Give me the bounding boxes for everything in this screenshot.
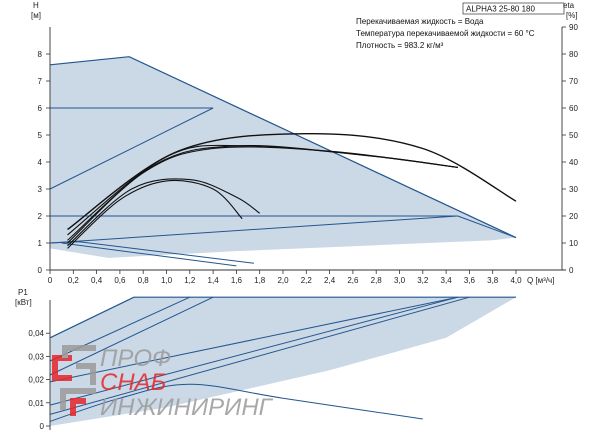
head-envelope-line (49, 215, 458, 244)
eta-tick-label: 0 (569, 266, 574, 275)
eta-tick-label: 90 (569, 23, 578, 32)
head-envelope-line (49, 241, 254, 264)
head-curves (67, 132, 517, 249)
q-tick-label: 2,8 (371, 276, 383, 285)
eta-tick-label: 10 (569, 239, 578, 248)
q-tick-label: 1,0 (161, 276, 173, 285)
h-tick-label: 3 (38, 185, 43, 194)
power-envelope-line (49, 296, 470, 415)
eta-tick-label: 80 (569, 50, 578, 59)
power-envelope-line (49, 296, 458, 383)
watermark-line3: ИНЖИНИРИНГ (100, 394, 274, 421)
q-tick-label: 3,8 (487, 276, 499, 285)
q-tick-label: 4,0 (510, 276, 522, 285)
p1-tick-label: 0,04 (28, 329, 44, 338)
head-envelope-area (50, 56, 516, 258)
q-tick-label: 2,6 (347, 276, 359, 285)
power-envelope-line (49, 296, 516, 339)
info-temperature: Температура перекачиваемой жидкости = 60… (356, 29, 535, 38)
head-curve (67, 179, 243, 249)
h-tick-label: 2 (38, 212, 43, 221)
h-axis-title: H (33, 1, 39, 10)
h-tick-label: 1 (38, 239, 43, 248)
watermark-line1: ПРОФ (100, 345, 171, 372)
h-axis-unit: [м] (31, 11, 41, 20)
head-curve (67, 178, 261, 247)
head-curve (67, 144, 458, 236)
q-tick-label: 2,4 (324, 276, 336, 285)
q-tick-label: 0,4 (91, 276, 103, 285)
p1-axis-unit: [кВт] (15, 298, 32, 307)
h-tick-label: 7 (38, 77, 43, 86)
h-tick-label: 8 (38, 50, 43, 59)
power-envelope-line (49, 296, 458, 406)
eta-axis-title: eta (563, 1, 575, 10)
q-tick-label: 3,6 (464, 276, 476, 285)
p1-tick-label: 0 (40, 422, 45, 431)
q-tick-label: 1,2 (184, 276, 196, 285)
eta-tick-label: 60 (569, 104, 578, 113)
power-envelope-fill (50, 297, 516, 426)
power-axes: 0 0,01 0,02 0,03 0,04 (28, 300, 51, 431)
q-tick-label: 0,2 (68, 276, 80, 285)
eta-tick-label: 70 (569, 77, 578, 86)
q-tick-label: 1,4 (208, 276, 220, 285)
q-tick-label: 2,2 (301, 276, 313, 285)
head-envelope-line (49, 56, 517, 239)
q-tick-label: 2,0 (277, 276, 289, 285)
power-envelope-lines (49, 296, 516, 422)
h-tick-label: 5 (38, 131, 43, 140)
p1-tick-label: 0,01 (28, 399, 44, 408)
q-tick-label: 0,6 (114, 276, 126, 285)
info-density: Плотность = 983.2 кг/м³ (356, 41, 444, 50)
head-envelope-lines (49, 56, 517, 267)
eta-tick-label: 40 (569, 158, 578, 167)
h-tick-label: 6 (38, 104, 43, 113)
power-envelope-line (49, 296, 214, 376)
q-tick-label: 3,2 (417, 276, 429, 285)
q-tick-label: 0 (48, 276, 53, 285)
h-tick-label: 4 (38, 158, 43, 167)
power-envelope-area (50, 297, 516, 426)
q-axis-label: Q [м³/ч] (527, 276, 554, 285)
head-envelope-line (457, 215, 517, 239)
h-tick-label: 0 (38, 266, 43, 275)
model-box (462, 2, 565, 15)
eta-tick-label: 30 (569, 185, 578, 194)
eta-tick-label: 20 (569, 212, 578, 221)
head-envelope-line (49, 107, 214, 190)
q-tick-label: 3,0 (394, 276, 406, 285)
info-fluid: Перекачиваемая жидкость = Вода (356, 17, 484, 26)
p1-tick-label: 0,02 (28, 376, 44, 385)
watermark-emblem (52, 345, 96, 416)
head-envelope-line (61, 242, 237, 267)
eta-axis-unit: [%] (566, 11, 578, 20)
head-curve (67, 132, 517, 231)
head-envelope-fill (50, 56, 516, 258)
p1-axis-title: P1 (18, 288, 28, 297)
p1-tick-label: 0,03 (28, 352, 44, 361)
eta-tick-label: 50 (569, 131, 578, 140)
power-curve (49, 383, 423, 422)
watermark-logo: ПРОФ СНАБ ИНЖИНИРИНГ (52, 345, 274, 421)
q-tick-label: 1,6 (231, 276, 243, 285)
watermark-line2: СНАБ (100, 369, 166, 396)
q-tick-label: 3,4 (441, 276, 453, 285)
model-label: ALPHA3 25-80 180 (466, 5, 535, 14)
q-tick-label: 1,8 (254, 276, 266, 285)
q-tick-label: 0,8 (138, 276, 150, 285)
